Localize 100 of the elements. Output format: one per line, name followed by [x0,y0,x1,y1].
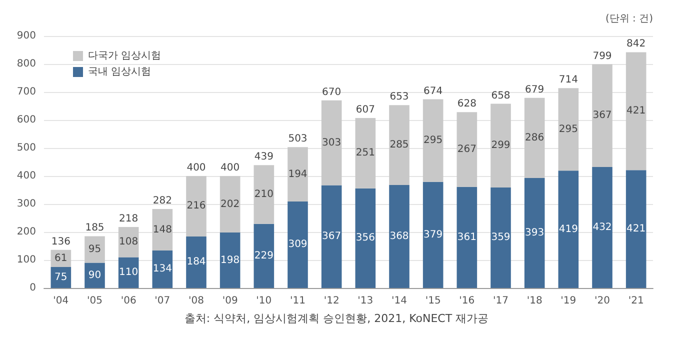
x-tick-label: '20 [594,296,610,306]
x-tick-label: '09 [222,296,238,306]
data-label: 359 [491,232,510,244]
data-label: 95 [88,244,102,255]
x-tick-label: '18 [526,296,542,306]
bar [456,186,478,288]
total-label: 842 [626,38,646,50]
data-label: 432 [592,222,612,234]
data-label: 148 [152,224,172,236]
y-tick-label: 0 [30,282,36,294]
data-label: 286 [525,132,544,144]
text: (단위 : 건) [605,14,654,24]
x-tick-label: '21 [628,296,644,306]
data-label: 361 [457,232,476,243]
y-tick-label: 900 [16,30,36,42]
data-label: 419 [558,224,578,235]
data-label: 309 [288,239,308,250]
bar [389,105,410,185]
bar [558,170,579,288]
bar [288,147,308,202]
data-label: 216 [186,200,206,212]
x-tick-label: '06 [120,296,136,306]
bar [456,112,478,187]
data-label: 210 [254,188,274,200]
bar [592,64,612,168]
bar [84,262,105,288]
bar [186,176,206,236]
total-label: 670 [322,86,342,98]
y-tick-label: 600 [16,114,36,126]
bar [422,182,444,288]
total-label: 799 [592,50,612,62]
bar [152,209,173,250]
x-tick-label: '12 [324,296,340,306]
data-label: 379 [424,229,443,240]
bar [626,52,646,170]
data-label: 229 [254,250,274,262]
data-label: 367 [322,231,342,242]
bar [152,250,173,288]
y-tick-label: 400 [16,170,36,182]
y-tick-label: 300 [16,198,36,210]
data-label: 134 [152,264,172,275]
bar [355,188,376,288]
total-label: 136 [51,236,70,248]
bar [490,187,511,288]
x-tick-label: '15 [425,296,441,306]
data-label: 251 [356,148,375,159]
data-label: 184 [186,256,206,268]
bar [288,201,308,288]
data-label: 367 [592,110,612,122]
bar [558,88,579,171]
bar [220,176,240,233]
bar [84,236,105,263]
total-label: 658 [491,90,510,102]
data-label: 194 [288,168,308,180]
x-tick-label: '19 [560,296,576,306]
bar [389,184,410,288]
total-label: 400 [220,162,240,174]
x-tick-label: '17 [493,296,508,306]
total-label: 628 [457,98,476,110]
data-label: 368 [390,230,409,242]
total-label: 439 [254,152,274,163]
legend-label: 다국가 임상시험 [88,50,162,62]
data-label: 198 [220,254,240,266]
bar [254,165,274,224]
total-label: 674 [424,86,443,97]
x-tick-label: '10 [256,296,272,306]
data-label: 267 [457,144,476,156]
legend-label: 국내 임상시험 [88,66,152,78]
data-label: 303 [322,137,342,148]
total-label: 185 [85,222,104,234]
bar [524,178,545,288]
bar [490,104,511,188]
x-tick-label: '08 [188,296,204,306]
data-label: 393 [525,227,544,238]
data-label: 299 [491,140,510,152]
bar [220,232,240,288]
source-note: 출처: 식약처, 임상시험계획 승인현황, 2021, KoNECT 재가공 [184,312,489,325]
y-tick-label: 800 [16,58,36,70]
y-tick-label: 100 [16,254,36,266]
total-label: 400 [186,162,206,174]
bar [321,185,342,288]
data-label: 75 [54,272,68,283]
x-tick-label: '11 [290,296,306,306]
data-label: 202 [220,198,240,210]
bar [254,224,274,288]
y-tick-label: 500 [16,142,36,154]
data-label: 356 [356,232,375,244]
x-tick-label: '13 [358,296,374,306]
bar [118,257,139,288]
data-label: 90 [88,270,102,281]
y-tick-label: 700 [16,86,36,98]
data-label: 295 [558,124,578,135]
bar [186,236,206,288]
total-label: 607 [356,104,375,116]
data-label: 295 [424,135,443,146]
data-label: 421 [626,224,646,235]
data-label: 108 [119,236,138,248]
total-label: 503 [288,134,308,145]
x-tick-label: '16 [459,296,475,306]
x-tick-label: '04 [53,296,69,306]
